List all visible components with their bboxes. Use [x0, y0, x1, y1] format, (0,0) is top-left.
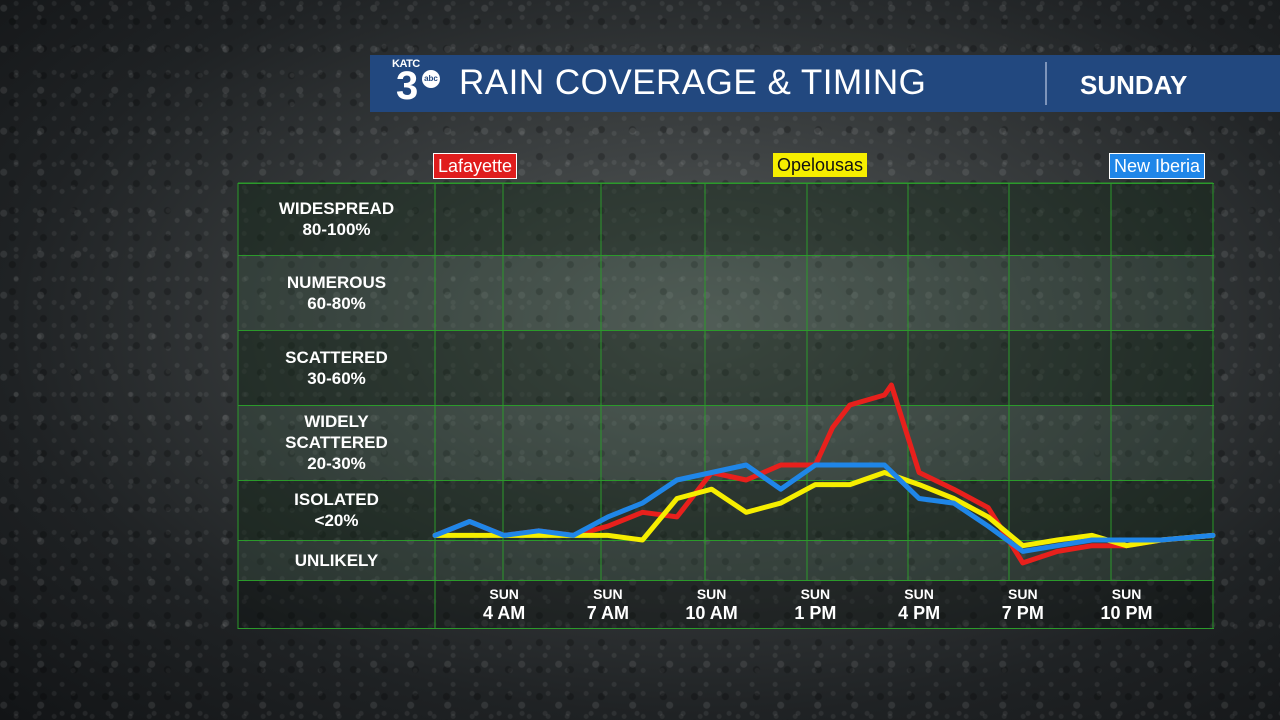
band-isolated [238, 480, 1214, 540]
x-tick-day: SUN [489, 586, 519, 602]
legend-opelousas: Opelousas [773, 153, 868, 177]
legend-lafayette: Lafayette [433, 153, 518, 179]
y-label-range: 30-60% [307, 368, 366, 388]
series-line-new-iberia [432, 462, 1216, 554]
y-label: WIDELY SCATTERED 20-30% [238, 411, 435, 474]
y-label-range: <20% [314, 511, 359, 530]
x-tick-time: 10 PM [1100, 603, 1153, 623]
logo-channel-number: 3 [396, 64, 419, 108]
station-logo: KATC 3 abc [392, 58, 442, 108]
legend-new-iberia: New Iberia [1109, 153, 1206, 179]
y-label-name: SCATTERED [285, 433, 388, 452]
y-label-name: ISOLATED [294, 490, 379, 509]
y-label-name: WIDELY [304, 412, 369, 431]
y-label: WIDESPREAD 80-100% [238, 198, 435, 240]
y-label-name: WIDESPREAD [278, 199, 395, 218]
title-divider [1045, 62, 1047, 105]
x-tick-time: 7 AM [586, 603, 630, 623]
x-tick-day: SUN [904, 586, 934, 602]
x-tick-day: SUN [1111, 586, 1142, 602]
x-tick-time: 4 AM [482, 603, 526, 623]
x-tick-day: SUN [593, 586, 623, 602]
logo-network: abc [422, 70, 440, 88]
x-tick-label: SUN 10 PM [1087, 586, 1167, 624]
y-label: NUMEROUS 60-80% [238, 272, 435, 314]
chart-day: SUNDAY [1080, 70, 1188, 100]
x-tick-day: SUN [800, 586, 831, 602]
x-tick-label: SUN 1 PM [775, 586, 855, 624]
x-tick-time: 10 AM [685, 603, 738, 623]
y-label-name: SCATTERED [285, 347, 388, 367]
y-label: SCATTERED 30-60% [238, 347, 435, 389]
x-tick-time: 1 PM [794, 603, 837, 623]
x-tick-label: SUN 7 AM [568, 586, 648, 624]
y-label-range: 80-100% [302, 220, 371, 239]
band-numerous [238, 255, 1214, 330]
x-tick-day: SUN [696, 586, 727, 602]
logo-call-letters: KATC [392, 58, 420, 70]
y-label-name: UNLIKELY [294, 550, 379, 570]
y-label-range: 60-80% [307, 293, 366, 313]
x-tick-label: SUN 4 PM [879, 586, 959, 624]
y-label: UNLIKELY [238, 550, 435, 571]
y-label: ISOLATED <20% [238, 489, 435, 531]
x-tick-label: SUN 7 PM [983, 586, 1063, 624]
x-tick-time: 7 PM [1001, 603, 1044, 623]
band-scattered [238, 330, 1214, 405]
x-tick-time: 4 PM [898, 603, 941, 623]
x-tick-label: SUN 10 AM [672, 586, 752, 624]
chart-title: RAIN COVERAGE & TIMING [459, 63, 927, 102]
x-axis-strip [238, 580, 1214, 629]
title-banner: KATC 3 abc RAIN COVERAGE & TIMING SUNDAY [370, 55, 1280, 112]
y-label-range: 20-30% [307, 454, 366, 473]
x-tick-label: SUN 4 AM [464, 586, 544, 624]
band-widespread [238, 183, 1214, 255]
y-label-name: NUMEROUS [286, 272, 387, 292]
x-tick-day: SUN [1008, 586, 1038, 602]
